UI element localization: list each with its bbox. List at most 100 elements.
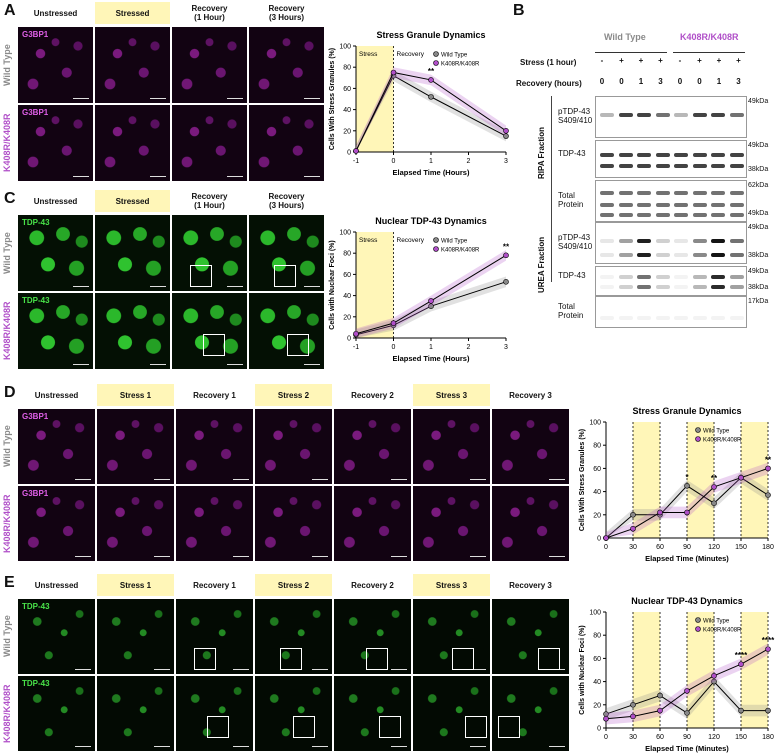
y-tick-label: 40	[343, 293, 351, 300]
x-tick-label: 90	[683, 734, 691, 741]
ripa-fraction-label: RIPA Fraction	[537, 127, 546, 180]
significance-marker: ****	[735, 651, 748, 660]
kda-marker: 38kDa	[748, 166, 769, 173]
scale-bar	[73, 176, 89, 177]
micrograph: TDP-43	[18, 599, 95, 674]
row-label-kr: K408R/K408R	[2, 113, 12, 173]
y-tick-label: 40	[593, 679, 601, 686]
blot-lane-value: +	[638, 56, 644, 65]
scale-bar	[227, 176, 243, 177]
scale-bar	[312, 479, 328, 480]
scale-bar	[233, 479, 249, 480]
series-line	[355, 71, 507, 152]
data-point	[657, 692, 663, 699]
column-header: Stress 1	[97, 574, 174, 596]
y-axis-label: Cells With Stress Granules (%)	[579, 429, 586, 531]
legend-entry: Wild Type	[441, 239, 468, 245]
column-header: Recovery 1	[193, 390, 236, 400]
micrograph	[95, 293, 170, 369]
kda-marker: 62kDa	[748, 182, 769, 189]
y-tick-label: 60	[343, 272, 351, 279]
micrograph	[249, 215, 324, 291]
inset-box	[293, 716, 315, 738]
series-error-band	[606, 462, 768, 538]
panel-letter-b: B	[513, 2, 525, 19]
column-header: Recovery 2	[351, 580, 394, 590]
data-point	[503, 252, 509, 259]
blot-strip	[595, 96, 747, 138]
data-point	[657, 509, 663, 516]
scale-bar	[73, 286, 89, 287]
micrograph	[492, 409, 569, 484]
blot-lane-value: 3	[658, 77, 663, 86]
column-header: Recovery 3	[509, 390, 552, 400]
y-tick-label: 100	[589, 420, 601, 427]
legend-entry: Wild Type	[703, 619, 730, 625]
data-point	[353, 148, 359, 154]
y-tick-label: 40	[593, 489, 601, 496]
y-tick-label: 40	[343, 107, 351, 114]
x-tick-label: 90	[683, 544, 691, 551]
x-tick-label: 0	[392, 344, 396, 351]
scale-bar	[154, 556, 170, 557]
blot-lane-value: +	[716, 56, 722, 65]
blot-lane-value: 1	[638, 77, 644, 86]
scale-bar	[154, 669, 170, 670]
shade-label: Stress	[359, 237, 378, 244]
data-point	[503, 128, 509, 134]
y-tick-label: 80	[593, 443, 601, 450]
significance-marker: **	[428, 67, 435, 76]
data-point	[765, 707, 771, 714]
data-point	[390, 320, 397, 326]
blot-strip	[595, 140, 747, 178]
scale-bar	[73, 98, 89, 99]
data-point	[428, 94, 434, 100]
data-point	[630, 702, 636, 708]
data-point	[684, 483, 690, 489]
series-error-band	[356, 67, 506, 152]
blot-row-recovery: Recovery (hours)	[516, 79, 582, 88]
blot-strip	[595, 266, 747, 296]
y-axis-label: Cells With Stress Granules (%)	[329, 48, 336, 150]
scale-bar	[470, 479, 486, 480]
x-tick-label: 2	[467, 158, 471, 165]
y-tick-label: 100	[339, 230, 351, 237]
scale-bar	[233, 669, 249, 670]
legend-marker	[433, 237, 439, 243]
inset-box	[287, 334, 309, 356]
legend-marker	[695, 436, 701, 442]
blot-lane-value: 0	[599, 77, 605, 86]
x-tick-label: 30	[629, 544, 637, 551]
inset-box	[538, 648, 560, 670]
column-header: Unstressed	[34, 390, 79, 400]
data-point	[503, 133, 509, 139]
micrograph	[249, 293, 324, 369]
data-point	[684, 688, 690, 694]
chart-e-nuclear-tdp43: Nuclear TDP-43 Dynamics 0 20 40 60 80 100 0 30 60…	[579, 596, 775, 753]
data-point	[503, 279, 509, 285]
micrograph	[492, 599, 569, 674]
data-point	[630, 512, 636, 518]
x-tick-label: 120	[708, 734, 720, 741]
chart-title: Stress Granule Dynamics	[376, 30, 485, 40]
data-point	[765, 465, 771, 472]
x-tick-label: 150	[735, 734, 747, 741]
scale-bar	[312, 746, 328, 747]
micrograph	[492, 676, 569, 751]
panel-letter-e: E	[4, 574, 15, 591]
y-tick-label: 20	[343, 314, 351, 321]
significance-marker: **	[711, 474, 718, 483]
row-label-wt: Wild Type	[2, 615, 12, 658]
column-header: Unstressed	[33, 196, 78, 206]
scale-bar	[150, 176, 166, 177]
data-point	[428, 77, 434, 83]
x-tick-label: 60	[656, 734, 664, 741]
scale-bar	[227, 364, 243, 365]
micrograph	[334, 409, 411, 484]
kda-marker: 49kDa	[748, 224, 769, 231]
data-point	[765, 646, 771, 652]
x-axis-label: Elapsed Time (Minutes)	[645, 554, 729, 563]
x-tick-label: 60	[656, 544, 664, 551]
data-point	[684, 509, 690, 516]
